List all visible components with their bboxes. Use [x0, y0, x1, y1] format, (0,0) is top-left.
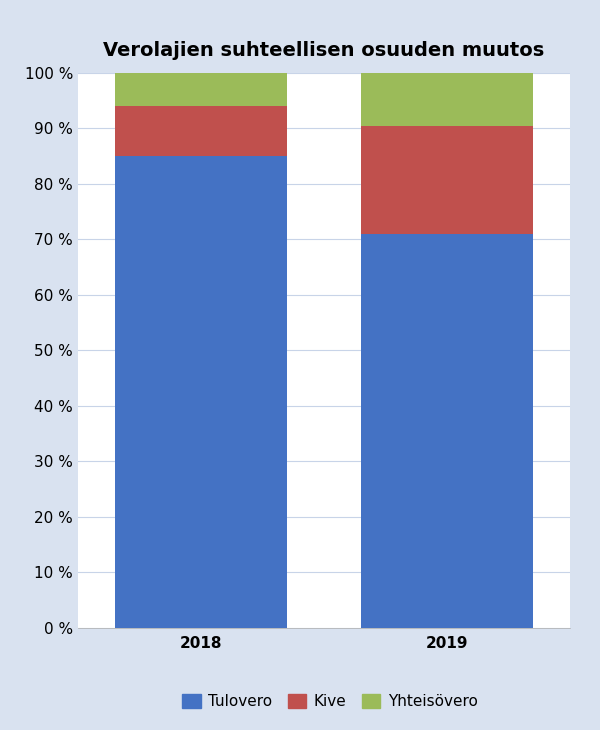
Bar — [115, 107, 287, 156]
Bar — [115, 73, 287, 107]
Legend: Tulovero, Kive, Yhteisövero: Tulovero, Kive, Yhteisövero — [176, 688, 484, 715]
Bar — [115, 156, 287, 628]
Bar — [361, 234, 533, 628]
Title: Verolajien suhteellisen osuuden muutos: Verolajien suhteellisen osuuden muutos — [103, 42, 545, 61]
Bar — [361, 126, 533, 234]
Bar — [361, 73, 533, 126]
